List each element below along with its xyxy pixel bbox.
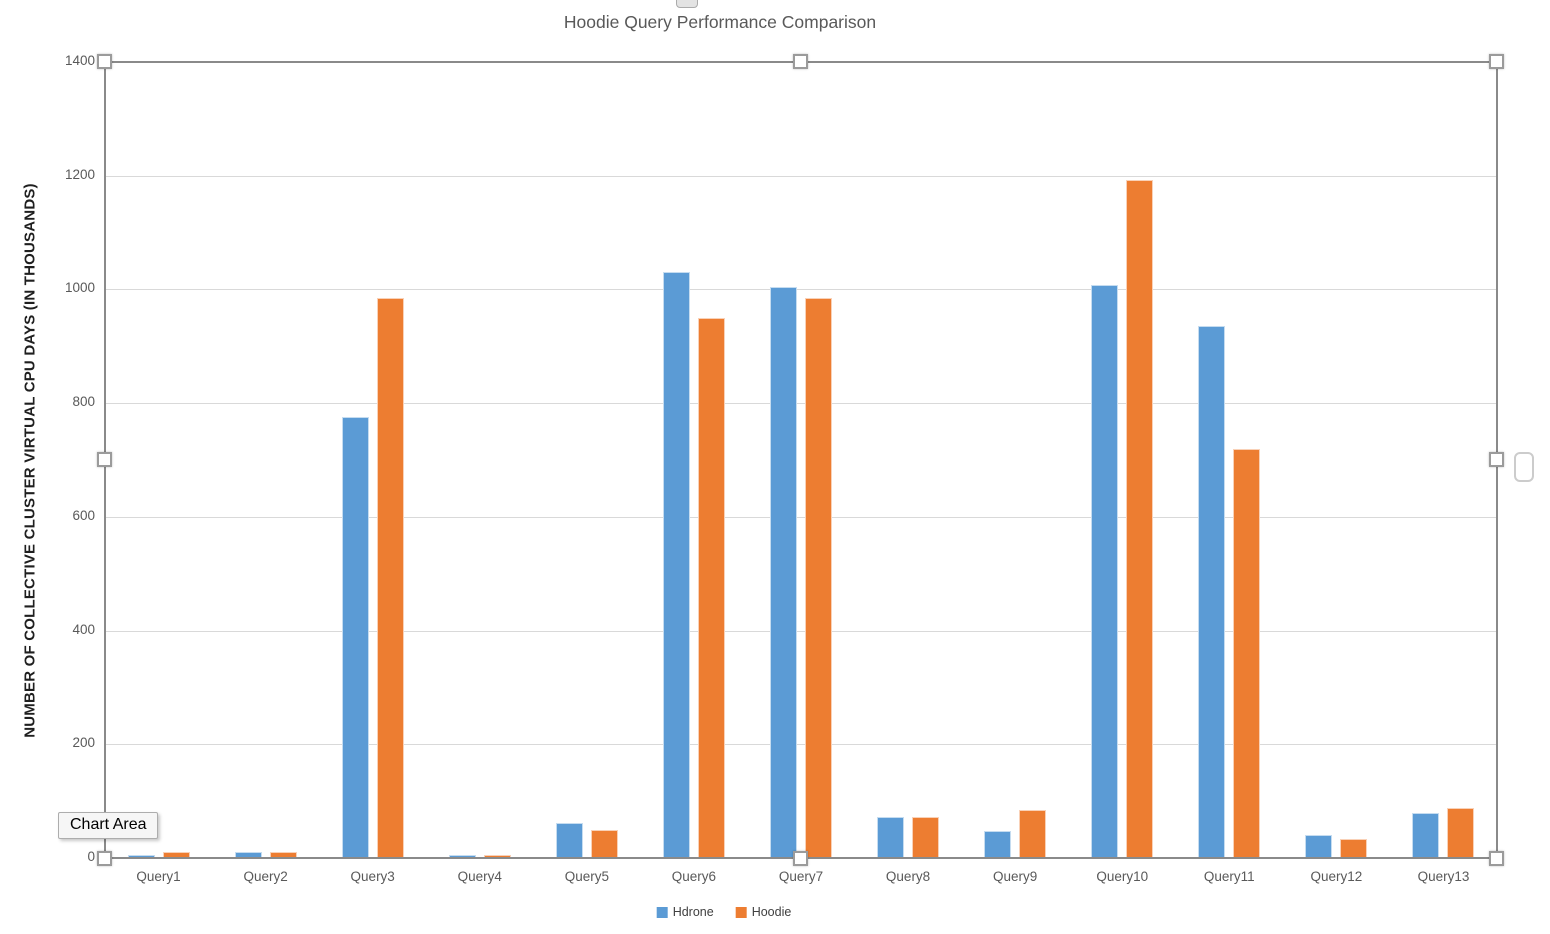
bar-hdrone-query13[interactable] — [1412, 812, 1440, 858]
y-tick-label-0: 0 — [87, 849, 95, 864]
x-tick-label-query8: Query8 — [885, 869, 931, 884]
y-tick-label-800: 800 — [72, 394, 95, 410]
bar-hdrone-query12[interactable] — [1305, 834, 1333, 858]
x-tick-label-query2: Query2 — [243, 869, 288, 884]
x-tick-label-query9: Query9 — [993, 869, 1038, 884]
plot-area[interactable] — [105, 62, 1497, 858]
bar-hoodie-query9[interactable] — [1019, 809, 1047, 858]
chart-resize-handle-right[interactable] — [1514, 452, 1534, 482]
bar-hoodie-query5[interactable] — [590, 829, 618, 858]
selection-handle-middle-left[interactable] — [97, 452, 112, 467]
bar-hdrone-query11[interactable] — [1198, 326, 1226, 858]
x-tick-label-query7: Query7 — [778, 869, 824, 884]
bar-hdrone-query5[interactable] — [555, 822, 583, 858]
bar-hoodie-query2[interactable] — [269, 852, 297, 858]
y-axis-title[interactable]: NUMBER OF COLLECTIVE CLUSTER VIRTUAL CPU… — [21, 183, 39, 738]
gridline-800 — [105, 403, 1497, 405]
selection-handle-top-left[interactable] — [97, 54, 112, 69]
bar-hoodie-query1[interactable] — [162, 852, 190, 858]
x-tick-label-query10: Query10 — [1096, 869, 1149, 884]
bar-hdrone-query6[interactable] — [662, 272, 690, 858]
x-tick-label-query13: Query13 — [1417, 869, 1470, 884]
x-tick-label-query12: Query12 — [1310, 869, 1363, 884]
y-tick-label-400: 400 — [72, 621, 95, 637]
bar-hdrone-query2[interactable] — [234, 852, 262, 858]
legend-swatch-hdrone — [656, 906, 668, 918]
gridline-400 — [105, 630, 1497, 632]
gridline-200 — [105, 744, 1497, 746]
y-tick-label-1000: 1000 — [64, 280, 95, 296]
bar-hoodie-query7[interactable] — [805, 297, 832, 858]
chart-area-tooltip: Chart Area — [58, 812, 159, 839]
legend-label-hoodie: Hoodie — [751, 905, 792, 919]
bar-hoodie-query11[interactable] — [1233, 448, 1261, 858]
x-tick-label-query4: Query4 — [457, 869, 502, 884]
gridline-1000 — [105, 289, 1497, 291]
bar-hoodie-query4[interactable] — [483, 855, 511, 858]
legend-item-hdrone[interactable]: Hdrone — [656, 905, 714, 919]
bar-hdrone-query9[interactable] — [984, 830, 1012, 858]
gridline-600 — [105, 516, 1497, 518]
bar-hdrone-query3[interactable] — [341, 417, 369, 858]
y-tick-label-1200: 1200 — [64, 166, 95, 182]
bar-hoodie-query6[interactable] — [697, 317, 725, 858]
x-tick-label-query1: Query1 — [136, 869, 181, 884]
chart-title[interactable]: Hoodie Query Performance Comparison — [563, 12, 877, 32]
x-tick-label-query11: Query11 — [1203, 869, 1255, 884]
gridline-1200 — [105, 175, 1497, 177]
selection-handle-bottom-right[interactable] — [1489, 851, 1504, 866]
bar-hdrone-query4[interactable] — [448, 855, 476, 858]
legend-label-hdrone: Hdrone — [672, 905, 714, 919]
bar-hoodie-query10[interactable] — [1126, 179, 1154, 858]
bar-hoodie-query12[interactable] — [1340, 839, 1368, 858]
bar-hoodie-query8[interactable] — [912, 816, 940, 858]
legend[interactable]: Hdrone Hoodie — [656, 905, 792, 919]
y-tick-label-200: 200 — [72, 735, 95, 751]
selection-handle-top-center[interactable] — [793, 54, 808, 69]
legend-swatch-hoodie — [735, 906, 747, 918]
selection-handle-bottom-left[interactable] — [97, 851, 112, 866]
bar-hoodie-query13[interactable] — [1447, 807, 1475, 858]
chart-resize-handle-top[interactable] — [676, 0, 698, 8]
y-tick-label-1400: 1400 — [64, 53, 95, 68]
bar-hdrone-query1[interactable] — [127, 855, 155, 858]
y-tick-label-600: 600 — [72, 507, 95, 523]
x-tick-label-query3: Query3 — [350, 869, 395, 884]
bar-hdrone-query7[interactable] — [770, 286, 797, 858]
bar-hdrone-query8[interactable] — [877, 816, 905, 858]
bar-hoodie-query3[interactable] — [376, 297, 404, 858]
selection-handle-middle-right[interactable] — [1489, 452, 1504, 467]
legend-item-hoodie[interactable]: Hoodie — [735, 905, 792, 919]
x-tick-label-query6: Query6 — [671, 869, 717, 884]
bar-hdrone-query10[interactable] — [1091, 284, 1119, 858]
selection-handle-bottom-center[interactable] — [793, 851, 808, 866]
selection-handle-top-right[interactable] — [1489, 54, 1504, 69]
x-tick-label-query5: Query5 — [564, 869, 609, 884]
